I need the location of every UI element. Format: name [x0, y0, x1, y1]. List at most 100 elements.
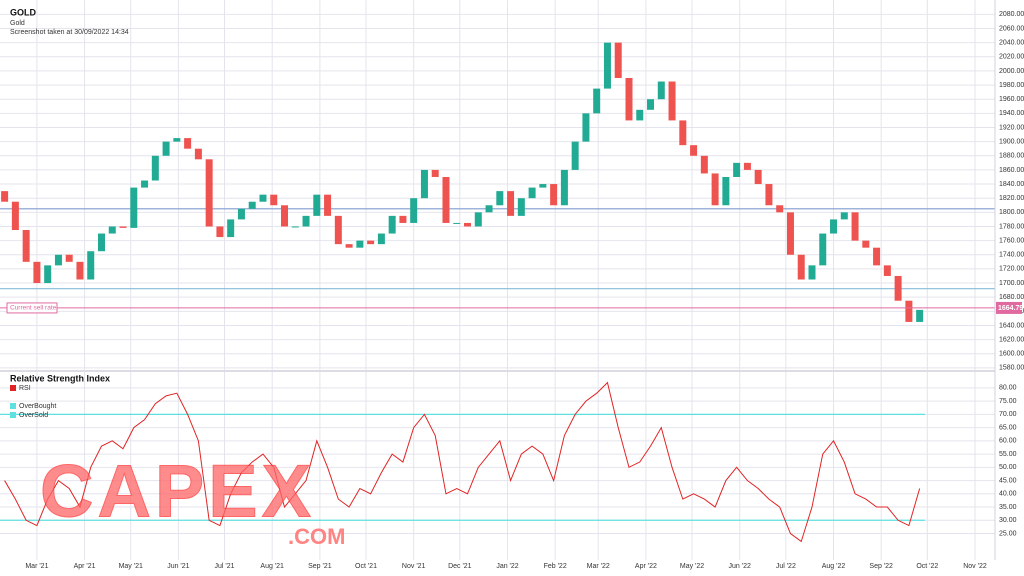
- candle: [679, 120, 687, 146]
- x-tick-label: Dec '21: [448, 563, 472, 570]
- current-rate-value: 1664.79: [998, 305, 1023, 312]
- x-tick-label: Aug '22: [822, 563, 846, 570]
- candle: [464, 222, 472, 227]
- candle: [324, 194, 332, 216]
- candle: [410, 198, 418, 223]
- y-tick-label: 1900.00: [999, 138, 1024, 145]
- candle: [237, 208, 245, 220]
- x-tick-label: Apr '21: [74, 563, 96, 570]
- candle: [270, 194, 278, 206]
- y-tick-label: 35.00: [999, 504, 1017, 511]
- candle: [636, 109, 644, 121]
- x-tick-label: May '22: [680, 563, 704, 570]
- candle: [130, 187, 138, 228]
- candle: [33, 261, 41, 284]
- candle: [431, 169, 439, 177]
- candle: [776, 205, 784, 213]
- candle: [797, 254, 805, 280]
- y-tick-label: 1980.00: [999, 82, 1024, 89]
- candle: [722, 176, 730, 206]
- candle: [560, 169, 568, 206]
- legend-swatch: [10, 412, 16, 418]
- candle: [711, 173, 719, 206]
- x-tick-label: Sep '22: [869, 563, 893, 570]
- y-tick-label: 45.00: [999, 477, 1017, 484]
- x-tick-label: Mar '22: [587, 563, 610, 570]
- candle: [733, 162, 741, 177]
- watermark-domain: .COM: [288, 524, 345, 549]
- candle: [108, 226, 116, 234]
- y-tick-label: 25.00: [999, 530, 1017, 537]
- rsi-title: Relative Strength Index: [10, 373, 110, 383]
- candle: [485, 205, 493, 213]
- rsi-line: [4, 381, 921, 543]
- x-tick-label: Oct '22: [916, 563, 938, 570]
- x-tick-label: Apr '22: [635, 563, 657, 570]
- x-tick-label: Jul '21: [215, 563, 235, 570]
- y-tick-label: 60.00: [999, 438, 1017, 445]
- x-tick-label: Nov '21: [402, 563, 426, 570]
- y-tick-label: 1880.00: [999, 153, 1024, 160]
- candle: [830, 219, 838, 234]
- y-tick-label: 1820.00: [999, 195, 1024, 202]
- candle: [184, 138, 192, 149]
- candle: [97, 233, 105, 252]
- candle: [700, 155, 708, 174]
- x-tick-label: Jul '22: [776, 563, 796, 570]
- candle: [302, 215, 310, 227]
- x-tick-label: Mar '21: [25, 563, 48, 570]
- candle: [614, 42, 622, 78]
- y-tick-label: 1620.00: [999, 336, 1024, 343]
- x-tick-label: Aug '21: [260, 563, 284, 570]
- y-tick-label: 1760.00: [999, 237, 1024, 244]
- y-tick-label: 1720.00: [999, 266, 1024, 273]
- candle: [603, 42, 611, 89]
- candle: [173, 138, 181, 142]
- y-tick-label: 1780.00: [999, 223, 1024, 230]
- x-tick-label: Oct '21: [355, 563, 377, 570]
- y-tick-label: 50.00: [999, 464, 1017, 471]
- candle: [786, 212, 794, 255]
- candle: [690, 145, 698, 156]
- candle: [883, 265, 891, 276]
- note: Screenshot taken at 30/09/2022 14:34: [10, 29, 129, 36]
- candle: [388, 215, 396, 234]
- current-rate-box: [6, 302, 58, 314]
- y-tick-label: 1700.00: [999, 280, 1024, 287]
- candle: [593, 88, 601, 114]
- candle: [743, 162, 751, 170]
- candle: [582, 113, 590, 142]
- subtitle: Gold: [10, 20, 25, 27]
- candle: [11, 201, 19, 231]
- y-tick-label: 1920.00: [999, 124, 1024, 131]
- candle: [141, 180, 149, 188]
- candle: [281, 205, 289, 227]
- y-tick-label: 30.00: [999, 517, 1017, 524]
- candle: [808, 265, 816, 280]
- candle: [517, 198, 525, 216]
- x-tick-label: Feb '22: [544, 563, 567, 570]
- candle: [345, 244, 353, 248]
- legend-swatch: [10, 385, 16, 391]
- candle: [668, 81, 676, 121]
- candle: [356, 240, 364, 248]
- candle: [894, 275, 902, 301]
- candle: [119, 226, 127, 228]
- candle: [905, 300, 913, 322]
- candle: [162, 141, 170, 156]
- y-tick-label: 80.00: [999, 385, 1017, 392]
- candle: [507, 191, 515, 216]
- y-tick-label: 2020.00: [999, 54, 1024, 61]
- candle: [205, 159, 213, 227]
- candle: [313, 194, 321, 216]
- y-tick-label: 1840.00: [999, 181, 1024, 188]
- candle: [873, 247, 881, 266]
- candle: [528, 187, 536, 199]
- y-tick-label: 75.00: [999, 398, 1017, 405]
- y-tick-label: 1960.00: [999, 96, 1024, 103]
- y-tick-label: 2040.00: [999, 39, 1024, 46]
- candle: [442, 176, 450, 223]
- candle: [862, 240, 870, 248]
